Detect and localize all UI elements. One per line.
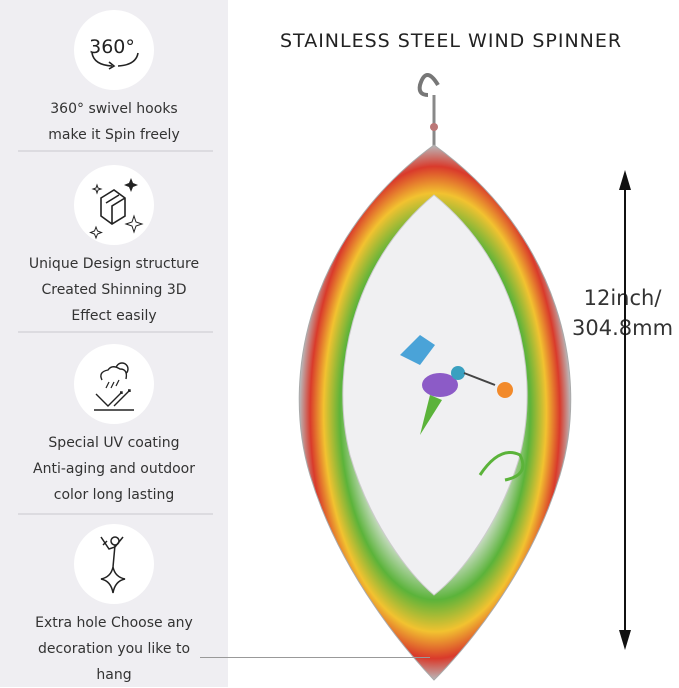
feature-line: 360° swivel hooks xyxy=(50,101,178,117)
feature-design: Unique Design structure Created Shinning… xyxy=(0,165,228,329)
divider xyxy=(18,331,213,333)
product-title: STAINLESS STEEL WIND SPINNER xyxy=(280,30,623,52)
feature-line: Unique Design structure xyxy=(28,256,200,272)
3d-cube-sparkle-icon xyxy=(89,178,144,240)
feature-extra-hole: Extra hole Choose any decoration you lik… xyxy=(0,524,228,688)
feature-line: make it Spin freely xyxy=(48,127,180,143)
swivel-badge: 360° xyxy=(74,10,154,90)
feature-line: Extra hole Choose any xyxy=(35,615,193,631)
divider xyxy=(18,513,213,515)
360-badge-text: 360° xyxy=(89,36,135,58)
height-arrow-icon xyxy=(619,170,631,650)
dimension-mm: 304.8mm xyxy=(572,316,674,340)
hummingbird-icon xyxy=(400,335,525,482)
feature-line: Special UV coating xyxy=(48,435,180,451)
divider xyxy=(18,150,213,152)
feature-line: decoration you like to xyxy=(37,641,191,657)
360-rotate-icon: 360° xyxy=(89,36,139,70)
dimension-label: 12inch/ 304.8mm xyxy=(572,283,673,343)
feature-line: Effect easily xyxy=(71,308,157,324)
feature-line: hang xyxy=(96,667,132,683)
feature-line: Created Shinning 3D xyxy=(41,282,187,298)
wind-spinner-image xyxy=(298,73,572,681)
feature-line: Anti-aging and outdoor xyxy=(33,461,195,477)
feature-swivel: 360° 360° swivel hooks make it Spin free… xyxy=(0,10,228,148)
feature-uv: Special UV coating Anti-aging and outdoo… xyxy=(0,344,228,508)
feature-line: color long lasting xyxy=(53,487,175,503)
hanging-figure-icon xyxy=(100,536,126,594)
features-panel: 360° 360° swivel hooks make it Spin free… xyxy=(0,0,228,687)
extra-hole-pointer-line xyxy=(200,657,430,658)
hook-icon xyxy=(417,73,440,97)
uv-weather-icon xyxy=(94,362,134,411)
dimension-inch: 12inch/ xyxy=(583,286,662,310)
